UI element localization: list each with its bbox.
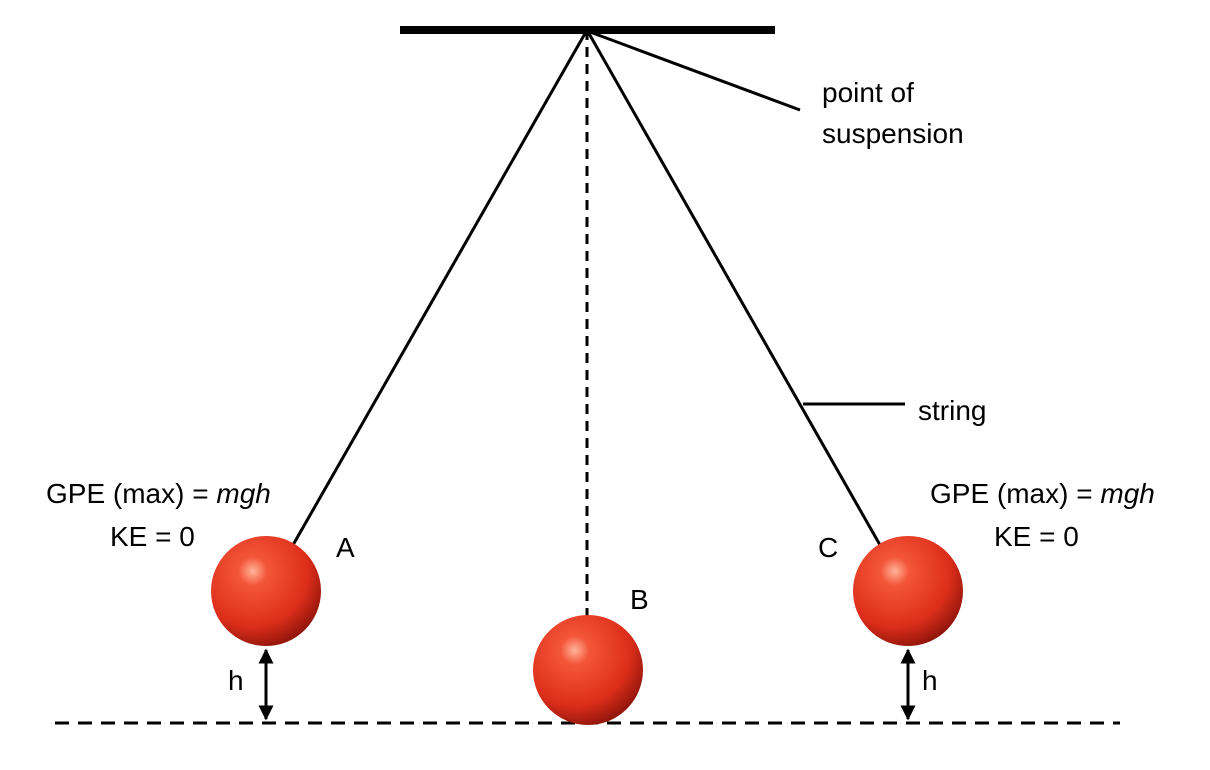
gpe-left-formula: mgh	[216, 478, 270, 509]
bob-c	[853, 536, 963, 646]
string-right	[585, 29, 882, 546]
gpe-left: GPE (max) = mgh	[46, 478, 271, 509]
label-height-left: h	[228, 665, 244, 696]
string-left	[291, 29, 589, 546]
ke-right: KE = 0	[994, 521, 1079, 552]
label-bob-a: A	[336, 532, 355, 563]
suspension-pointer-line	[589, 30, 801, 112]
label-point-of-suspension-2: suspension	[822, 118, 964, 149]
label-height-right: h	[922, 665, 938, 696]
gpe-left-prefix: GPE (max) =	[46, 478, 216, 509]
label-string: string	[918, 395, 986, 426]
ke-left: KE = 0	[110, 521, 195, 552]
bob-b	[533, 615, 643, 725]
bob-a	[211, 536, 321, 646]
label-point-of-suspension-1: point of	[822, 77, 914, 108]
gpe-right: GPE (max) = mgh	[930, 478, 1155, 509]
gpe-right-prefix: GPE (max) =	[930, 478, 1100, 509]
label-bob-c: C	[818, 532, 838, 563]
gpe-right-formula: mgh	[1100, 478, 1154, 509]
label-bob-b: B	[630, 584, 649, 615]
